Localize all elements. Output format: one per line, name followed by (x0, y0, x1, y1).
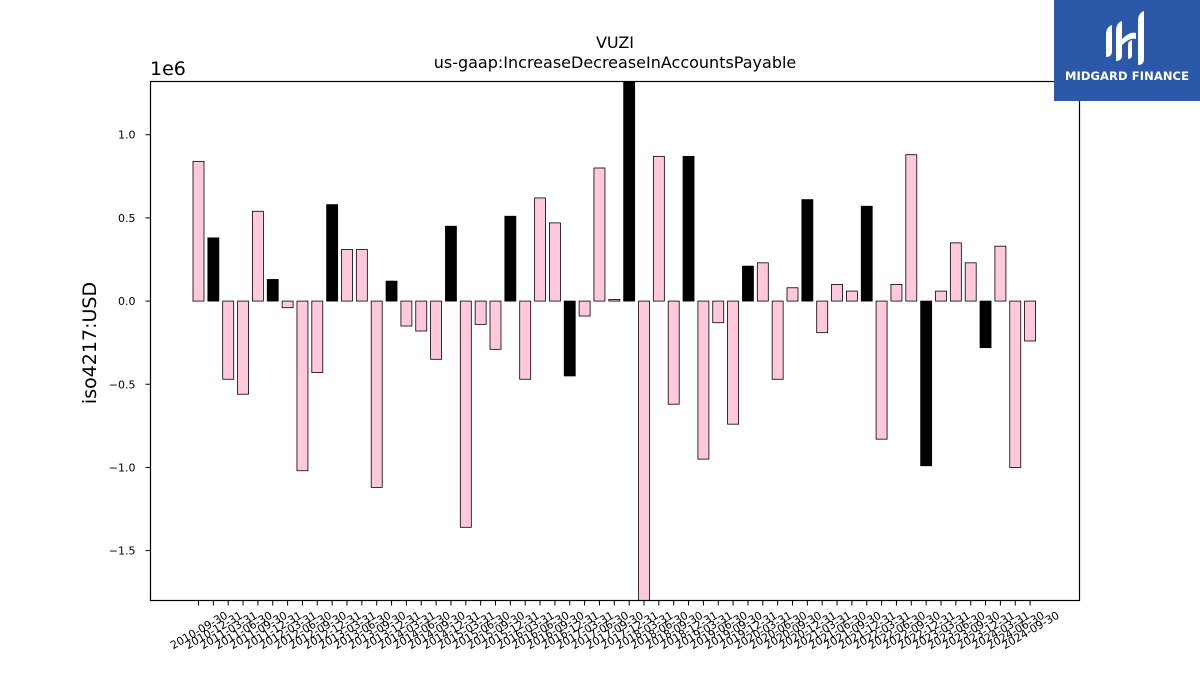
bar-2022-03-31 (875, 300, 888, 440)
bar-2018-09-30 (667, 300, 680, 405)
bar-2012-12-31 (326, 204, 339, 302)
bar-2017-09-30 (608, 299, 621, 302)
midgard-logo-icon (1106, 11, 1144, 65)
bar-2011-06-30 (237, 300, 249, 395)
bar-2023-09-30 (964, 262, 977, 302)
bar-2021-03-31 (816, 300, 829, 334)
bar-2019-09-30 (727, 300, 739, 425)
bar-2012-06-30 (296, 300, 309, 472)
bar-2024-06-30 (1009, 300, 1022, 468)
bar-2020-03-31 (756, 262, 769, 302)
bar-2019-12-31 (742, 265, 754, 302)
chart-title: VUZI (596, 33, 634, 52)
bar-2014-06-30 (415, 300, 428, 332)
bar-2013-03-31 (341, 249, 353, 302)
bar-2022-12-31 (920, 300, 933, 467)
bar-2017-03-31 (578, 300, 591, 317)
y-axis-offset-label: 1e6 (150, 58, 186, 80)
bar-2024-09-30 (1024, 300, 1036, 342)
logo-text: MIDGARD FINANCE (1064, 69, 1190, 83)
bar-2012-03-31 (281, 300, 294, 309)
bar-2022-06-30 (890, 284, 903, 302)
plot-frame (149, 80, 1081, 602)
bar-2016-09-30 (549, 222, 561, 302)
bar-2013-09-30 (370, 300, 383, 488)
bar-2017-06-30 (593, 167, 606, 302)
bar-2018-03-31 (638, 300, 650, 601)
bar-2013-12-31 (385, 280, 398, 302)
bar-2012-09-30 (311, 300, 324, 374)
bar-2021-12-31 (860, 205, 873, 302)
y-tick-label: −1.0 (109, 461, 136, 474)
bar-2015-03-31 (459, 300, 472, 528)
bar-2018-12-31 (682, 155, 695, 302)
bar-2011-03-31 (222, 300, 235, 380)
bar-2016-03-31 (519, 300, 532, 380)
y-tick-label: 0.0 (118, 295, 136, 308)
bar-2015-12-31 (504, 215, 517, 302)
bar-2022-09-30 (905, 154, 918, 302)
chart-subtitle: us-gaap:IncreaseDecreaseInAccountsPayabl… (434, 53, 797, 72)
bar-2017-12-31 (623, 81, 636, 302)
bar-2016-06-30 (534, 197, 546, 302)
bar-2020-12-31 (801, 199, 814, 302)
bar-2019-03-31 (697, 300, 710, 460)
bar-2015-06-30 (474, 300, 487, 325)
bar-2016-12-31 (563, 300, 576, 377)
bar-2020-06-30 (771, 300, 784, 380)
y-axis-label: iso4217:USD (79, 282, 101, 404)
bar-2014-09-30 (430, 300, 443, 360)
bar-2023-06-30 (949, 242, 962, 302)
bar-2020-09-30 (786, 287, 799, 302)
bar-2011-12-31 (266, 279, 279, 302)
bar-2013-06-30 (355, 249, 368, 302)
midgard-finance-logo: MIDGARD FINANCE (1054, 0, 1200, 101)
y-tick-label: 1.0 (118, 129, 136, 142)
bar-2014-12-31 (445, 225, 457, 302)
bar-2010-12-31 (207, 237, 220, 302)
bar-2023-03-31 (935, 290, 947, 302)
bar-2015-09-30 (489, 300, 502, 350)
bars-group (192, 81, 1036, 601)
bar-2011-09-30 (251, 210, 264, 302)
bar-2024-03-31 (994, 245, 1007, 302)
bar-2023-12-31 (979, 300, 992, 349)
y-tick-label: −0.5 (109, 378, 136, 391)
bar-2010-09-30 (192, 160, 205, 302)
y-tick-label: −1.5 (109, 545, 136, 558)
bar-2014-03-31 (400, 300, 413, 327)
bar-2021-09-30 (846, 290, 858, 302)
bar-2019-06-30 (712, 300, 725, 324)
y-tick-label: 0.5 (118, 212, 136, 225)
bar-2021-06-30 (831, 284, 843, 302)
bar-2018-06-30 (652, 155, 665, 302)
y-axis-ticks: −1.5 −1.0 −0.5 0.0 0.5 1.0 (109, 129, 151, 558)
